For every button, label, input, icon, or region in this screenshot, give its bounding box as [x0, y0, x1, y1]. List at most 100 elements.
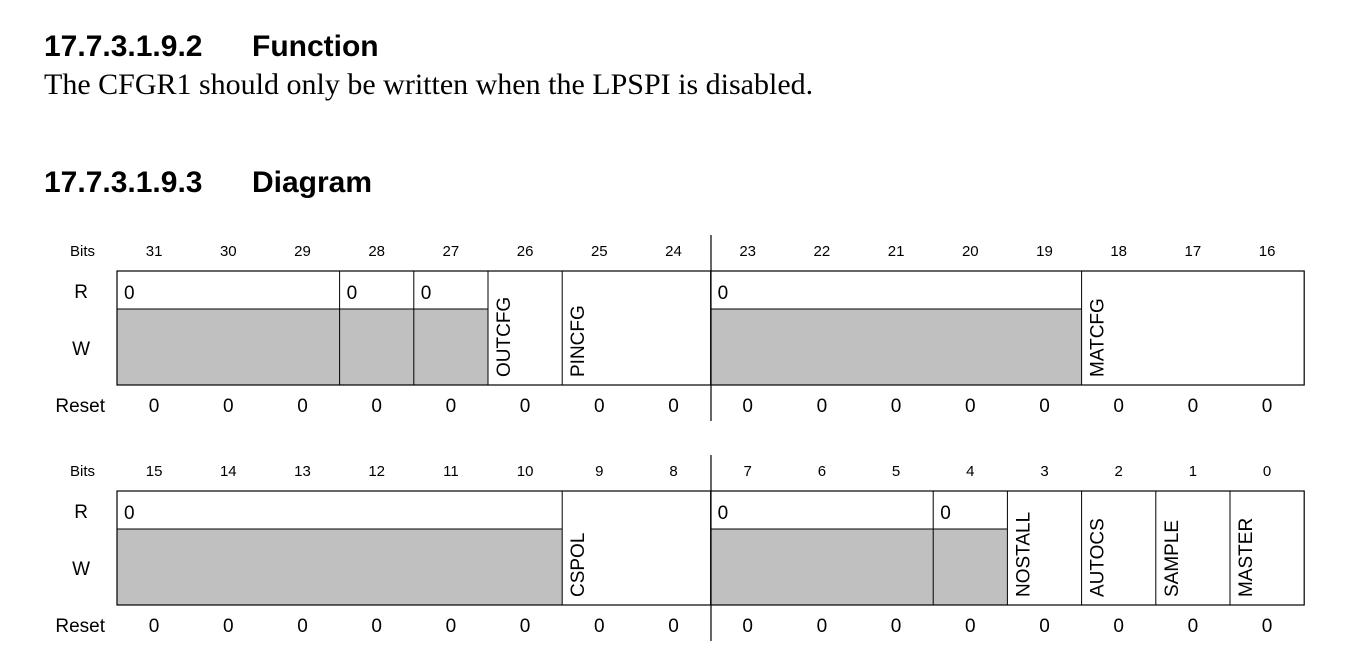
reset-value: 0 — [1113, 616, 1124, 637]
bit-number: 28 — [368, 243, 385, 260]
bit-number: 2 — [1115, 463, 1123, 480]
bit-number: 9 — [595, 463, 603, 480]
bit-number: 20 — [962, 243, 979, 260]
field-name-sample: SAMPLE — [1162, 520, 1183, 597]
bit-number: 13 — [294, 463, 311, 480]
bit-number: 7 — [744, 463, 752, 480]
reset-value: 0 — [149, 396, 160, 417]
reserved-read-value: 0 — [718, 283, 729, 304]
field-name-outcfg: OUTCFG — [494, 297, 515, 377]
bit-number: 11 — [443, 463, 459, 480]
bit-number: 5 — [892, 463, 900, 480]
bit-number: 25 — [591, 243, 608, 260]
bit-number: 22 — [814, 243, 831, 260]
bit-number: 29 — [294, 243, 311, 260]
bit-number: 4 — [966, 463, 974, 480]
reserved-write-area — [933, 529, 1008, 605]
bits-row-label: Bits — [70, 463, 95, 480]
reset-value: 0 — [149, 616, 160, 637]
bit-number: 14 — [220, 463, 237, 480]
bit-number: 15 — [146, 463, 163, 480]
bit-number: 19 — [1036, 243, 1053, 260]
field-name-pincfg: PINCFG — [568, 305, 589, 377]
reset-value: 0 — [297, 616, 308, 637]
bit-number: 31 — [146, 243, 163, 260]
reset-value: 0 — [371, 616, 382, 637]
reserved-read-value: 0 — [347, 283, 358, 304]
field-name-matcfg: MATCFG — [1088, 298, 1109, 377]
reset-value: 0 — [1262, 616, 1273, 637]
read-row-label: R — [74, 282, 88, 303]
reset-value: 0 — [965, 616, 976, 637]
write-row-label: W — [72, 339, 90, 360]
reserved-write-area — [413, 309, 488, 385]
reset-value: 0 — [1188, 396, 1199, 417]
section-number: 17.7.3.1.9.3 — [44, 166, 203, 199]
function-paragraph: The CFGR1 should only be written when th… — [44, 68, 814, 101]
reset-value: 0 — [817, 616, 828, 637]
bit-number: 1 — [1189, 463, 1197, 480]
bit-number: 23 — [739, 243, 756, 260]
reset-value: 0 — [1188, 616, 1199, 637]
reserved-write-area — [339, 309, 414, 385]
reset-value: 0 — [817, 396, 828, 417]
bit-number: 21 — [888, 243, 905, 260]
reset-value: 0 — [965, 396, 976, 417]
bit-number: 8 — [669, 463, 677, 480]
reserved-write-area — [710, 529, 934, 605]
bit-number: 0 — [1263, 463, 1271, 480]
reset-value: 0 — [446, 396, 457, 417]
field-name-master: MASTER — [1236, 518, 1257, 597]
bit-number: 17 — [1185, 243, 1202, 260]
bit-number: 30 — [220, 243, 237, 260]
reset-row-label: Reset — [55, 616, 105, 637]
reset-value: 0 — [520, 616, 531, 637]
reset-value: 0 — [594, 616, 605, 637]
bit-number: 10 — [517, 463, 534, 480]
reserved-read-value: 0 — [421, 283, 432, 304]
write-row-label: W — [72, 559, 90, 580]
section-title: Diagram — [252, 166, 373, 199]
section-number: 17.7.3.1.9.2 — [44, 30, 203, 63]
reset-value: 0 — [1262, 396, 1273, 417]
bit-number: 27 — [443, 243, 460, 260]
reset-value: 0 — [297, 396, 308, 417]
section-heading-function: 17.7.3.1.9.2 Function — [44, 30, 379, 64]
reset-value: 0 — [891, 396, 902, 417]
reset-value: 0 — [668, 396, 679, 417]
bit-number: 16 — [1259, 243, 1276, 260]
read-row-label: R — [74, 502, 88, 523]
reset-value: 0 — [668, 616, 679, 637]
reserved-write-area — [117, 529, 563, 605]
reset-value: 0 — [1039, 396, 1050, 417]
reserved-read-value: 0 — [124, 503, 135, 524]
bit-number: 24 — [665, 243, 682, 260]
section-heading-diagram: 17.7.3.1.9.3 Diagram — [44, 166, 372, 200]
reset-value: 0 — [223, 616, 234, 637]
bit-number: 18 — [1110, 243, 1127, 260]
reserved-write-area — [710, 309, 1082, 385]
bit-number: 3 — [1040, 463, 1048, 480]
reset-row-label: Reset — [55, 396, 105, 417]
reset-value: 0 — [223, 396, 234, 417]
section-title: Function — [252, 30, 379, 63]
reserved-read-value: 0 — [940, 503, 951, 524]
reset-value: 0 — [446, 616, 457, 637]
field-name-nostall: NOSTALL — [1013, 512, 1034, 597]
bit-number: 12 — [368, 463, 385, 480]
reserved-read-value: 0 — [124, 283, 135, 304]
bits-row-label: Bits — [70, 243, 95, 260]
reset-value: 0 — [1039, 616, 1050, 637]
reset-value: 0 — [594, 396, 605, 417]
reserved-write-area — [117, 309, 340, 385]
reserved-read-value: 0 — [718, 503, 729, 524]
reset-value: 0 — [742, 396, 753, 417]
reset-value: 0 — [742, 616, 753, 637]
reset-value: 0 — [520, 396, 531, 417]
field-name-cspol: CSPOL — [568, 533, 589, 597]
bit-number: 26 — [517, 243, 534, 260]
reset-value: 0 — [891, 616, 902, 637]
reset-value: 0 — [371, 396, 382, 417]
bit-number: 6 — [818, 463, 826, 480]
